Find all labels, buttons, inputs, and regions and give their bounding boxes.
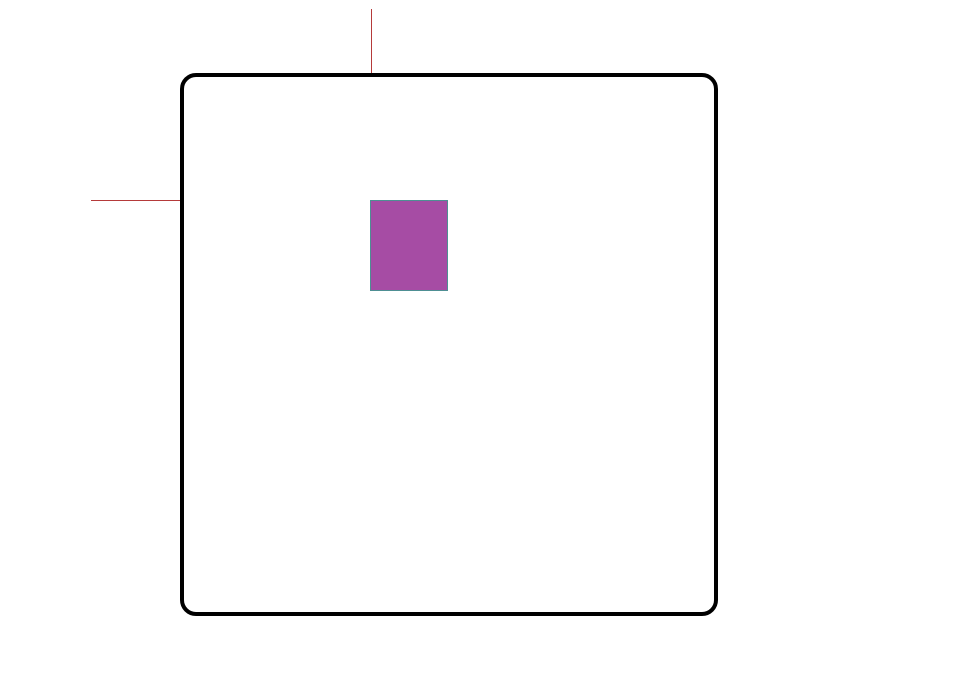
vertical-alignment-guide (371, 9, 372, 75)
horizontal-alignment-guide (91, 200, 182, 201)
drawing-canvas[interactable] (180, 73, 718, 616)
selected-rectangle-shape[interactable] (370, 200, 448, 291)
